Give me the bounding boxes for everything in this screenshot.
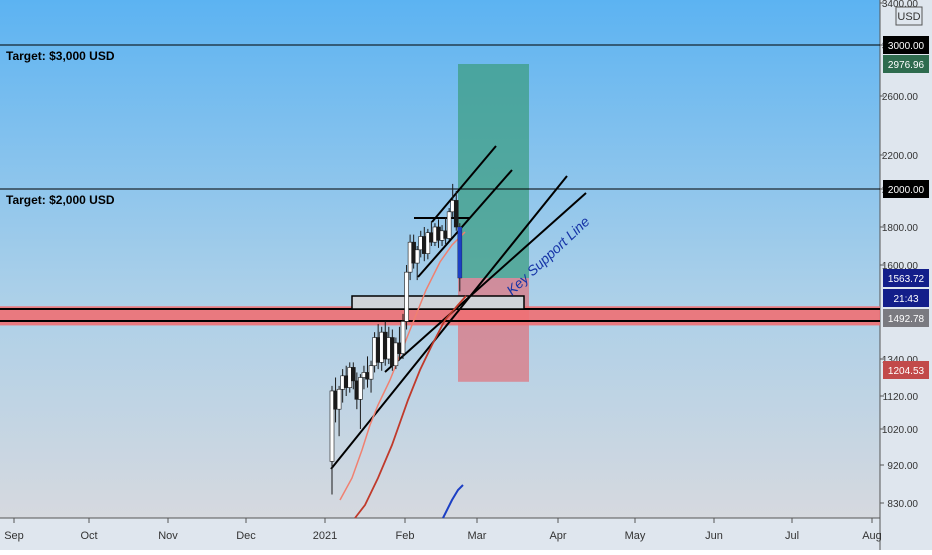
time-tick-label: Apr — [549, 530, 566, 542]
candle-body[interactable] — [329, 390, 335, 462]
price-tick-label: 1600.00 — [882, 261, 919, 272]
candle-body[interactable] — [336, 388, 342, 410]
upper-channel-line[interactable] — [431, 145, 497, 223]
time-tick-label: Oct — [80, 530, 97, 542]
time-tick-label: May — [625, 530, 646, 542]
time-tick-label: Aug — [862, 530, 882, 542]
candle-body[interactable] — [446, 211, 452, 239]
price-badge[interactable] — [883, 36, 929, 54]
time-tick-label: Sep — [4, 530, 24, 542]
time-tick-label: Nov — [158, 530, 178, 542]
last-candle-body[interactable] — [457, 227, 462, 278]
candle-body[interactable] — [414, 249, 420, 264]
lower-trend-line[interactable] — [384, 192, 587, 373]
price-tick-label: 920.00 — [887, 461, 918, 472]
position-target-zone[interactable] — [458, 64, 529, 278]
target-2000-label: Target: $2,000 USD — [6, 193, 115, 207]
price-badge[interactable] — [883, 180, 929, 198]
price-badge-label: 1204.53 — [888, 366, 925, 377]
time-tick-label: Jun — [705, 530, 723, 542]
target-3000-label: Target: $3,000 USD — [6, 49, 115, 63]
candle-body[interactable] — [393, 342, 399, 367]
candle-body[interactable] — [368, 365, 374, 380]
price-tick-label: 1020.00 — [882, 425, 919, 436]
time-tick-label: Mar — [468, 530, 487, 542]
currency-label: USD — [897, 11, 920, 23]
candle-body[interactable] — [358, 377, 363, 400]
price-badge-label: 2976.96 — [888, 60, 925, 71]
candle-body[interactable] — [400, 321, 406, 354]
candle-body[interactable] — [350, 367, 356, 382]
candle-body[interactable] — [425, 232, 431, 254]
price-badge-label: 1492.78 — [888, 314, 925, 325]
time-tick-label: Dec — [236, 530, 256, 542]
currency-box[interactable] — [895, 6, 923, 26]
price-tick-label: 830.00 — [887, 499, 918, 510]
consolidation-box[interactable] — [351, 295, 525, 310]
price-tick-label: 2200.00 — [882, 151, 919, 162]
price-tick-label: 2600.00 — [882, 92, 919, 103]
price-badge[interactable] — [883, 269, 929, 287]
price-badge[interactable] — [883, 361, 929, 379]
price-tick-label: 1120.00 — [883, 392, 919, 403]
mid-trend-line[interactable] — [417, 169, 513, 278]
plot-background — [0, 0, 880, 518]
price-tick-label: 1800.00 — [882, 223, 919, 234]
price-badge[interactable] — [883, 55, 929, 73]
price-badge-label: 21:43 — [893, 294, 918, 305]
time-tick-label: 2021 — [313, 530, 337, 542]
candle-body[interactable] — [404, 271, 409, 322]
price-badge-label: 2000.00 — [888, 185, 925, 196]
price-badge-label: 1563.72 — [888, 274, 925, 285]
time-axis-panel — [0, 518, 880, 550]
moving-average-slow — [354, 295, 467, 519]
key-support-line[interactable] — [330, 175, 568, 470]
time-tick-label: Jul — [785, 530, 799, 542]
price-badge[interactable] — [883, 309, 929, 327]
volume-indicator-line — [442, 484, 464, 519]
price-tick-label: 3400.00 — [882, 0, 919, 10]
price-badge[interactable] — [883, 289, 929, 307]
price-badge-label: 3000.00 — [888, 41, 925, 52]
price-tick-label: 1340.00 — [882, 355, 919, 366]
time-tick-label: Feb — [396, 530, 415, 542]
candle-body[interactable] — [453, 200, 459, 228]
